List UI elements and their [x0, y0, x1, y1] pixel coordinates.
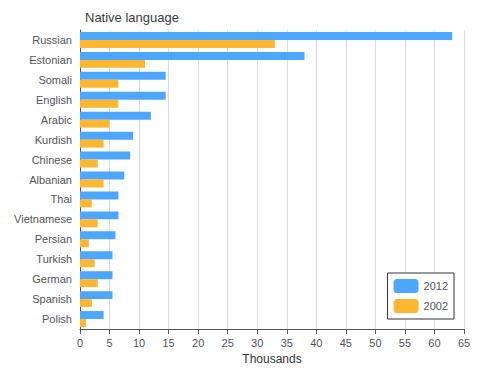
svg-text:20: 20: [192, 337, 204, 349]
svg-text:25: 25: [222, 337, 234, 349]
svg-text:50: 50: [369, 337, 381, 349]
svg-text:English: English: [36, 94, 72, 106]
svg-text:Russian: Russian: [32, 34, 72, 46]
svg-text:Turkish: Turkish: [36, 253, 72, 265]
svg-text:35: 35: [281, 337, 293, 349]
svg-text:Somali: Somali: [38, 74, 72, 86]
svg-text:Thai: Thai: [51, 193, 72, 205]
svg-text:2002: 2002: [424, 300, 448, 312]
svg-text:Kurdish: Kurdish: [35, 134, 72, 146]
svg-text:30: 30: [251, 337, 263, 349]
svg-text:German: German: [32, 273, 72, 285]
svg-text:2012: 2012: [424, 280, 448, 292]
svg-text:5: 5: [106, 337, 112, 349]
svg-text:Thousands: Thousands: [242, 352, 301, 366]
svg-text:Persian: Persian: [35, 233, 72, 245]
svg-text:65: 65: [458, 337, 470, 349]
svg-text:55: 55: [399, 337, 411, 349]
svg-text:Chinese: Chinese: [32, 154, 72, 166]
svg-text:45: 45: [340, 337, 352, 349]
svg-text:60: 60: [428, 337, 440, 349]
svg-text:Polish: Polish: [42, 313, 72, 325]
svg-text:Albanian: Albanian: [29, 174, 72, 186]
svg-text:Arabic: Arabic: [41, 114, 73, 126]
svg-text:Native language: Native language: [85, 10, 179, 25]
svg-text:Vietnamese: Vietnamese: [14, 213, 72, 225]
svg-text:10: 10: [133, 337, 145, 349]
svg-text:15: 15: [162, 337, 174, 349]
svg-text:Estonian: Estonian: [29, 54, 72, 66]
svg-text:0: 0: [77, 337, 83, 349]
svg-text:40: 40: [310, 337, 322, 349]
svg-text:Spanish: Spanish: [32, 293, 72, 305]
